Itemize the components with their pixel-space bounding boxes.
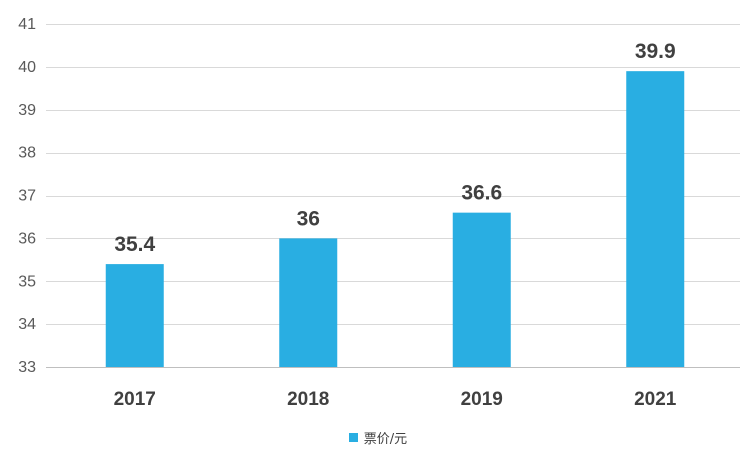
x-axis-ticks: 2017 2018 2019 2021 xyxy=(114,389,677,410)
data-label-2018: 36 xyxy=(297,207,320,230)
x-tick-label-2018: 2018 xyxy=(287,389,329,410)
legend-label: 票价/元 xyxy=(363,432,408,447)
legend-swatch xyxy=(348,433,358,442)
y-tick-label: 38 xyxy=(18,145,36,162)
y-tick-label: 41 xyxy=(18,16,36,33)
y-tick-label: 35 xyxy=(18,273,36,290)
y-tick-label: 39 xyxy=(18,102,36,119)
bar-2021 xyxy=(626,71,685,367)
data-labels: 35.4 36 36.6 39.9 xyxy=(114,40,675,256)
bars xyxy=(105,71,685,367)
x-tick-label-2021: 2021 xyxy=(634,389,677,410)
data-label-2021: 39.9 xyxy=(635,40,676,63)
y-axis-ticks: 33 34 35 36 37 38 39 40 41 xyxy=(18,16,36,376)
bar-2019 xyxy=(452,212,511,367)
bar-2017 xyxy=(105,264,164,367)
x-tick-label-2019: 2019 xyxy=(461,389,503,410)
y-tick-label: 34 xyxy=(18,316,36,333)
y-tick-label: 36 xyxy=(18,230,36,247)
y-tick-label: 33 xyxy=(18,359,36,376)
legend: 票价/元 xyxy=(0,428,756,447)
data-label-2019: 36.6 xyxy=(461,182,502,205)
y-tick-label: 40 xyxy=(18,59,36,76)
y-tick-label: 37 xyxy=(18,188,36,205)
data-label-2017: 35.4 xyxy=(114,233,155,256)
bar-2018 xyxy=(279,238,338,367)
x-tick-label-2017: 2017 xyxy=(114,389,156,410)
